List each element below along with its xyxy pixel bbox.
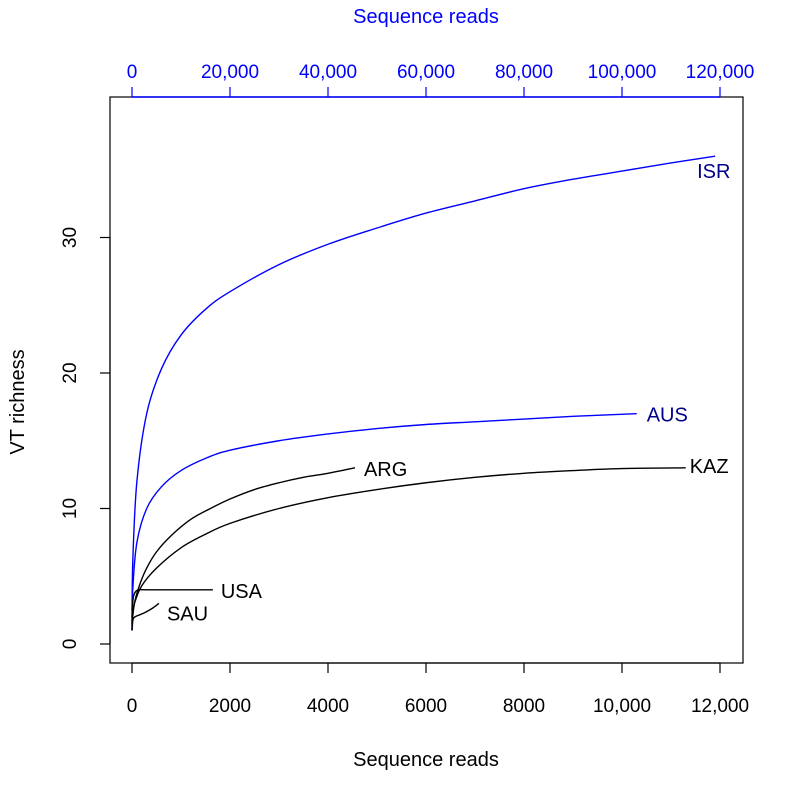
left-tick-label: 30 — [60, 227, 81, 248]
bottom-axis-label: Sequence reads — [353, 749, 499, 771]
bottom-tick-label: 0 — [127, 696, 138, 717]
top-tick-label: 40,000 — [299, 62, 357, 83]
series-label-isr: ISR — [697, 161, 730, 183]
series-line-arg — [131, 467, 356, 624]
series-label-kaz: KAZ — [690, 456, 729, 478]
top-axis-label: Sequence reads — [353, 6, 499, 28]
bottom-tick-label: 4000 — [307, 696, 349, 717]
series-label-aus: AUS — [647, 405, 688, 427]
bottom-tick-label: 12,000 — [691, 696, 749, 717]
top-tick-label: 0 — [127, 62, 138, 83]
series-line-sau — [131, 602, 160, 631]
series-line-usa — [131, 588, 213, 611]
left-tick-label: 0 — [60, 639, 81, 650]
bottom-tick-label: 2000 — [209, 696, 251, 717]
top-tick-label: 60,000 — [397, 62, 455, 83]
top-tick-label: 100,000 — [588, 62, 657, 83]
bottom-tick-label: 10,000 — [593, 696, 651, 717]
series-label-arg: ARG — [364, 459, 407, 481]
left-axis-label: VT richness — [7, 349, 29, 454]
series-line-kaz — [131, 467, 686, 618]
axes-layer: 0 2000 4000 6000 8000 10,000 12,000 0 20,000 40,0… — [60, 62, 754, 717]
series-line-aus — [131, 412, 637, 631]
top-tick-label: 80,000 — [495, 62, 553, 83]
left-tick-label: 20 — [60, 362, 81, 383]
series-layer — [131, 155, 716, 631]
top-tick-label: 120,000 — [686, 62, 755, 83]
series-labels-layer: ISR AUS ARG KAZ USA SAU — [167, 161, 730, 625]
series-label-usa: USA — [221, 581, 263, 603]
left-tick-label: 10 — [60, 498, 81, 519]
top-tick-label: 20,000 — [201, 62, 259, 83]
series-line-isr — [131, 155, 716, 631]
bottom-tick-label: 8000 — [503, 696, 545, 717]
series-label-sau: SAU — [167, 603, 208, 625]
bottom-tick-label: 6000 — [405, 696, 447, 717]
